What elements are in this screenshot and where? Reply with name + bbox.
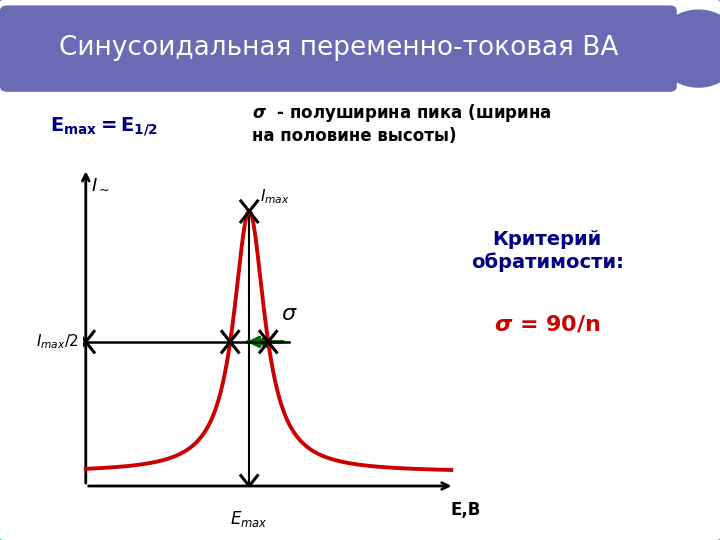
Text: Синусоидальная переменно-токовая ВА: Синусоидальная переменно-токовая ВА [59, 35, 618, 60]
Text: $E_{max}$: $E_{max}$ [230, 509, 268, 529]
Text: $I_{max}/2$: $I_{max}/2$ [36, 333, 78, 351]
Text: $\sigma$: $\sigma$ [282, 305, 298, 325]
Text: $\boldsymbol{\sigma}$ = 90/n: $\boldsymbol{\sigma}$ = 90/n [494, 314, 600, 334]
Text: Критерий
обратимости:: Критерий обратимости: [471, 230, 624, 272]
Text: $\mathbf{E_{max} = E_{1/2}}$: $\mathbf{E_{max} = E_{1/2}}$ [50, 116, 158, 138]
FancyBboxPatch shape [0, 5, 677, 92]
Text: $I_{max}$: $I_{max}$ [260, 187, 289, 206]
Text: E,B: E,B [450, 501, 480, 519]
Text: $I_{\sim}$: $I_{\sim}$ [91, 175, 109, 193]
Ellipse shape [655, 9, 720, 87]
Text: $\boldsymbol{\sigma}$  - полуширина пика (ширина
на половине высоты): $\boldsymbol{\sigma}$ - полуширина пика … [252, 102, 552, 145]
